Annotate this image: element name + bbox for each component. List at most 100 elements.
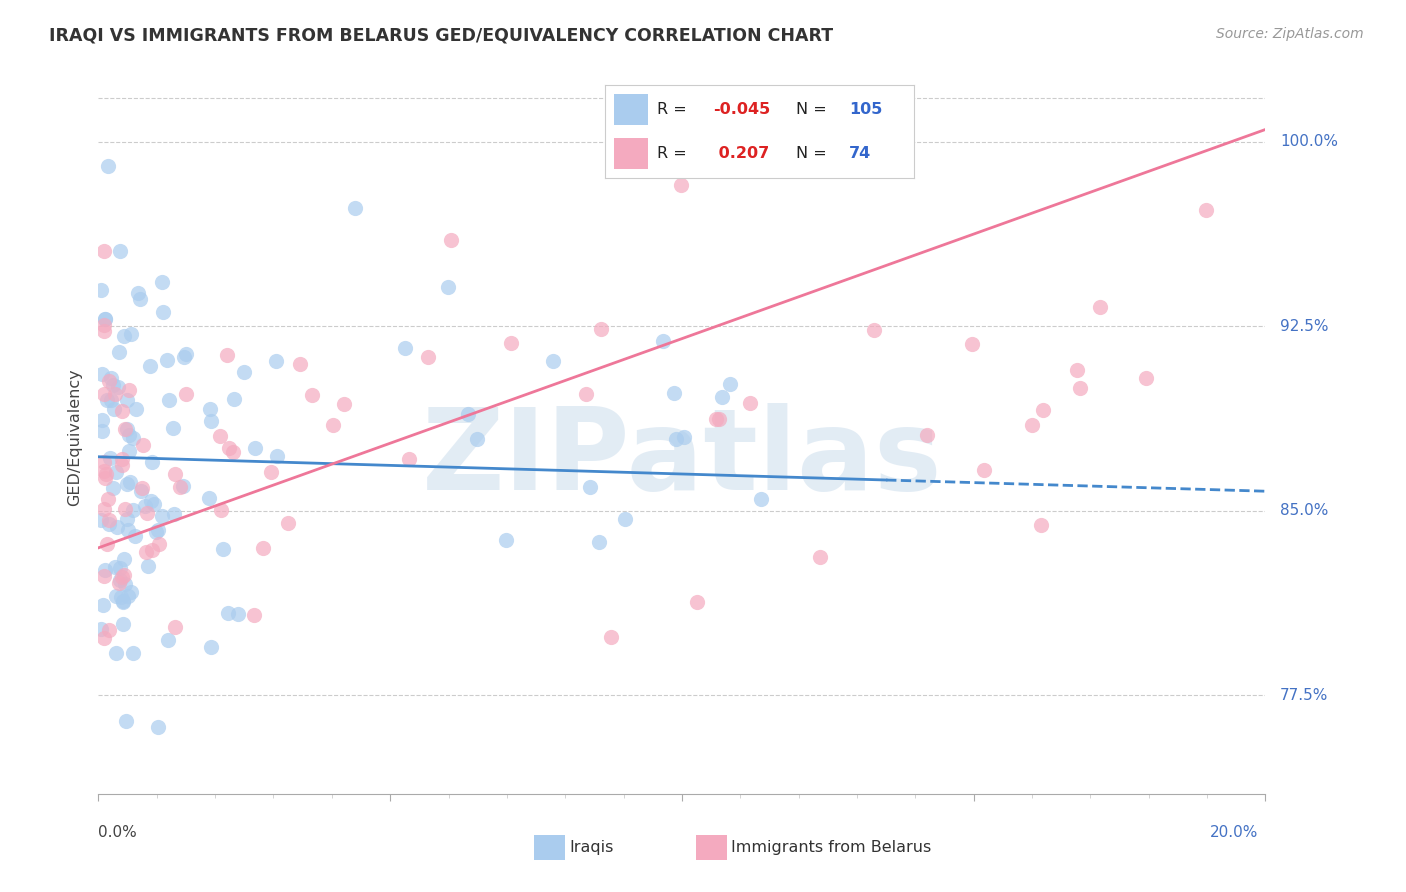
Point [93, 568, 115, 582]
Point [97, 624, 120, 638]
Point [94, 563, 117, 577]
Point [264, 354, 287, 368]
Point [672, 430, 695, 444]
Point [1088, 300, 1111, 314]
Point [122, 646, 145, 660]
Point [215, 348, 238, 362]
Point [97, 513, 120, 527]
Point [97, 160, 120, 174]
Point [93, 455, 115, 469]
Text: 77.5%: 77.5% [1279, 688, 1329, 703]
Point [200, 401, 222, 416]
Point [501, 335, 523, 350]
Point [117, 523, 139, 537]
Point [108, 573, 131, 587]
Text: -0.045: -0.045 [713, 102, 770, 117]
Point [915, 428, 938, 442]
Point [711, 390, 734, 404]
Point [129, 484, 152, 499]
Point [93, 501, 115, 516]
Point [398, 451, 420, 466]
Point [120, 327, 142, 342]
Point [150, 509, 173, 524]
Point [131, 438, 153, 452]
Point [738, 396, 761, 410]
Point [114, 422, 136, 436]
Point [117, 589, 139, 603]
Point [111, 404, 134, 418]
Point [599, 630, 621, 644]
Point [134, 499, 156, 513]
Point [1069, 381, 1091, 395]
Point [266, 450, 288, 464]
Point [91, 367, 114, 381]
Point [588, 535, 610, 549]
Text: N =: N = [796, 145, 827, 161]
Point [172, 479, 194, 493]
Point [104, 387, 127, 401]
Point [165, 620, 187, 634]
Point [97, 375, 120, 389]
Text: 92.5%: 92.5% [1279, 318, 1329, 334]
Point [162, 421, 184, 435]
Point [98, 517, 121, 532]
Point [141, 455, 163, 469]
Point [174, 387, 197, 401]
Point [131, 482, 153, 496]
Point [107, 380, 129, 394]
Point [118, 444, 141, 458]
Point [686, 595, 709, 609]
Point [90, 514, 112, 528]
Point [93, 464, 115, 478]
Point [176, 347, 198, 361]
Point [93, 318, 115, 332]
Point [103, 481, 125, 495]
Text: 100.0%: 100.0% [1279, 135, 1339, 149]
Point [418, 351, 440, 365]
Point [157, 632, 180, 647]
Point [107, 345, 129, 359]
Text: Iraqis: Iraqis [569, 840, 614, 855]
Point [157, 392, 180, 407]
Text: R =: R = [657, 102, 688, 117]
Point [662, 385, 685, 400]
Point [150, 275, 173, 289]
Point [578, 480, 600, 494]
Point [288, 357, 311, 371]
Point [120, 585, 142, 599]
Point [139, 359, 162, 374]
Point [163, 507, 186, 521]
Point [91, 598, 114, 612]
Point [141, 493, 163, 508]
Point [90, 622, 112, 636]
Point [148, 720, 170, 734]
Point [333, 397, 356, 411]
Point [152, 305, 174, 319]
Point [440, 234, 463, 248]
Text: 85.0%: 85.0% [1279, 503, 1329, 518]
Point [495, 533, 517, 547]
Point [93, 324, 115, 338]
Text: Source: ZipAtlas.com: Source: ZipAtlas.com [1216, 27, 1364, 41]
Point [129, 293, 152, 307]
Point [973, 463, 995, 477]
Point [112, 329, 135, 343]
Point [122, 503, 145, 517]
Point [90, 424, 112, 438]
Point [124, 401, 146, 416]
Point [94, 312, 117, 326]
Point [863, 323, 886, 337]
Point [228, 607, 250, 622]
Point [209, 429, 232, 443]
Point [301, 388, 323, 402]
Point [100, 371, 122, 385]
Point [243, 442, 266, 456]
Point [101, 377, 124, 392]
Point [467, 432, 489, 446]
Point [148, 537, 170, 551]
Point [93, 387, 115, 401]
Text: ZIPatlas: ZIPatlas [422, 403, 942, 514]
Point [104, 589, 127, 603]
Point [112, 593, 135, 607]
Point [543, 353, 565, 368]
